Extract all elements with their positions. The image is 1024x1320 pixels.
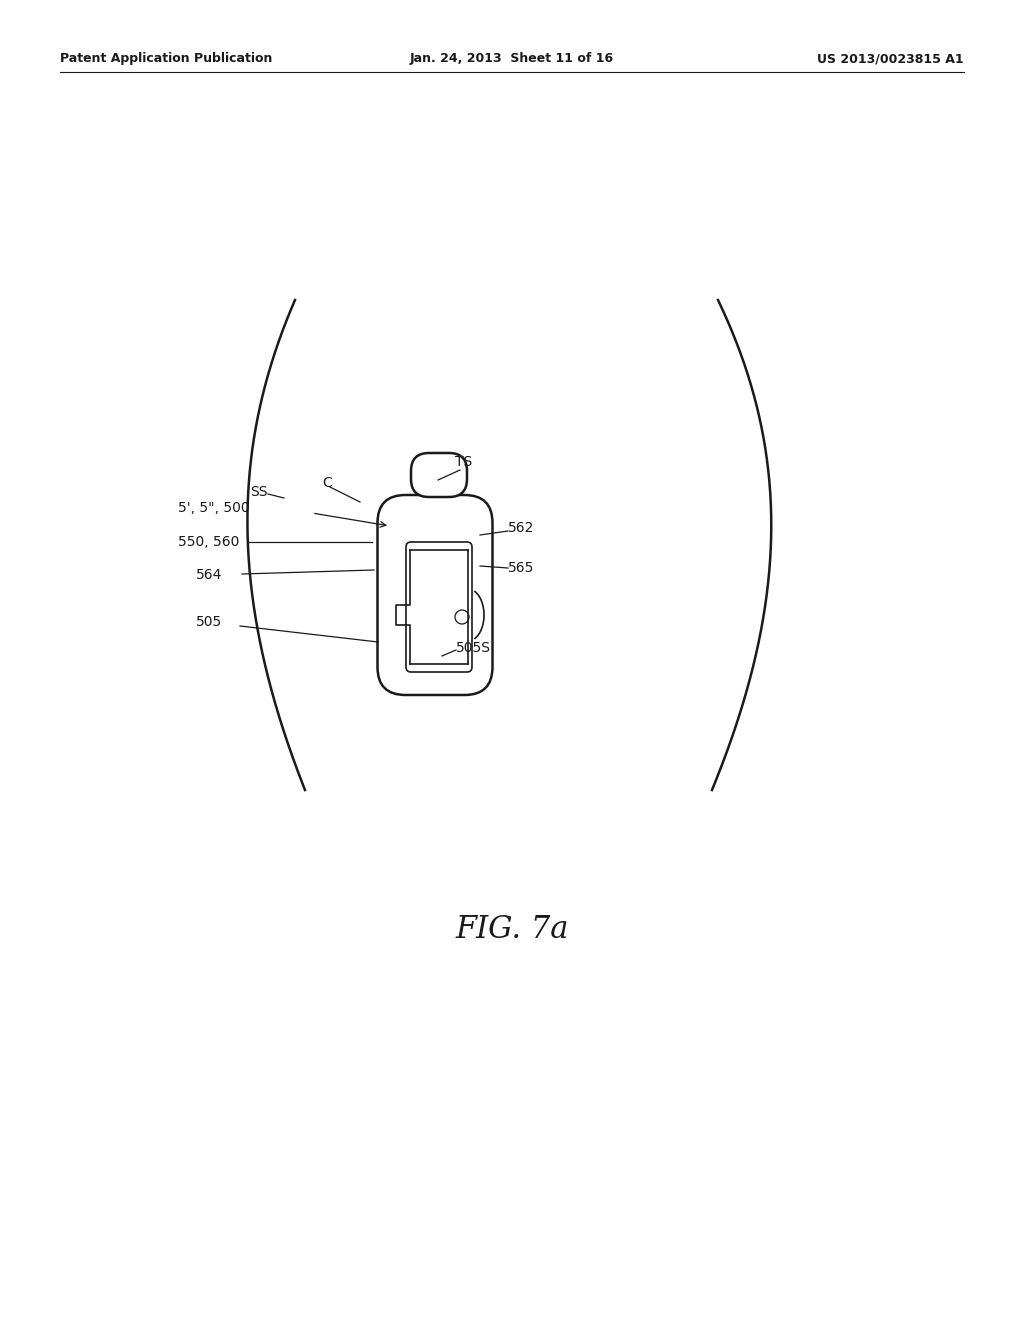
Text: 564: 564 — [196, 568, 222, 582]
FancyBboxPatch shape — [406, 543, 472, 672]
Text: US 2013/0023815 A1: US 2013/0023815 A1 — [817, 51, 964, 65]
Text: Jan. 24, 2013  Sheet 11 of 16: Jan. 24, 2013 Sheet 11 of 16 — [410, 51, 614, 65]
Text: 5', 5", 500: 5', 5", 500 — [178, 502, 250, 515]
Text: 550, 560: 550, 560 — [178, 535, 240, 549]
Text: C: C — [322, 477, 332, 490]
FancyBboxPatch shape — [411, 453, 467, 498]
Text: 562: 562 — [508, 521, 535, 535]
Text: 565: 565 — [508, 561, 535, 576]
Text: FIG. 7a: FIG. 7a — [456, 915, 568, 945]
Text: SS: SS — [250, 484, 267, 499]
Text: TS: TS — [455, 455, 472, 469]
Text: 505: 505 — [196, 615, 222, 630]
Text: Patent Application Publication: Patent Application Publication — [60, 51, 272, 65]
Text: 505S: 505S — [456, 642, 490, 655]
FancyBboxPatch shape — [378, 495, 493, 696]
